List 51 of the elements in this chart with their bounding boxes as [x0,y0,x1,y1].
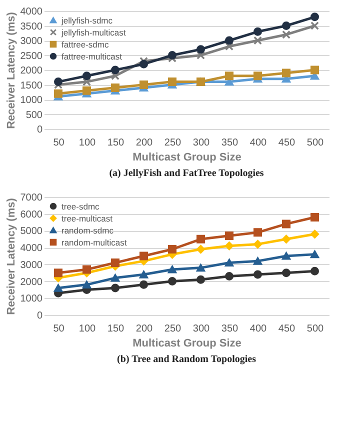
legend-label: jellyfish-multicast [60,27,126,38]
y-tick-label: 7000 [20,192,43,204]
x-tick-label: 150 [107,324,125,334]
x-tick-label: 500 [306,138,324,148]
y-tick-label: 4000 [20,243,43,254]
y-axis-title: Receiver Latency (ms) [5,12,18,129]
legend-label: fattree-sdmc [62,39,110,50]
x-tick-label: 450 [278,138,296,148]
y-axis-title: Receiver Latency (ms) [5,198,18,315]
y-tick-label: 3000 [20,260,43,271]
legend-label: fattree-multicast [62,51,123,62]
y-tick-label: 1000 [20,95,43,106]
x-tick-label: 400 [250,324,268,334]
x-tick-label: 250 [164,138,182,148]
y-tick-label: 4000 [20,6,43,18]
x-tick-label: 450 [278,324,296,334]
x-tick-label: 100 [78,324,96,334]
x-tick-label: 50 [53,138,65,148]
x-tick-label: 350 [221,138,239,148]
x-tick-label: 500 [306,324,324,334]
y-tick-label: 5000 [20,226,43,238]
y-tick-label: 2000 [20,276,43,288]
x-tick-label: 200 [136,324,154,334]
x-tick-label: 300 [192,138,210,148]
legend-label: tree-sdmc [62,201,100,212]
x-tick-label: 300 [192,324,210,334]
legend-label: random-multicast [62,237,128,248]
x-tick-label: 350 [221,324,239,334]
x-tick-label: 150 [107,138,125,148]
x-axis-title: Multicast Group Size [132,338,242,350]
y-tick-label: 2000 [20,66,43,76]
y-tick-label: 1500 [20,80,43,92]
text: (b) Tree and Random Topologies [117,354,256,365]
y-tick-label: 6000 [20,209,43,220]
y-tick-label: 500 [26,110,43,121]
y-tick-label: 3000 [20,36,43,47]
y-tick-label: 0 [36,310,43,322]
y-tick-label: 0 [36,124,43,136]
x-tick-label: 100 [78,138,96,148]
legend-label: random-sdmc [62,225,114,236]
x-tick-label: 200 [136,138,154,148]
legend-label: jellyfish-sdmc [60,15,114,26]
x-axis-title: Multicast Group Size [132,152,242,164]
y-tick-label: 2500 [20,50,43,62]
x-tick-label: 400 [250,138,268,148]
x-tick-label: 50 [53,324,65,334]
legend-label: tree-multicast [62,213,114,224]
y-tick-label: 3500 [20,21,43,32]
text: (a) JellyFish and FatTree Topologies [109,168,264,179]
y-tick-label: 1000 [20,294,43,305]
x-tick-label: 250 [164,324,182,334]
